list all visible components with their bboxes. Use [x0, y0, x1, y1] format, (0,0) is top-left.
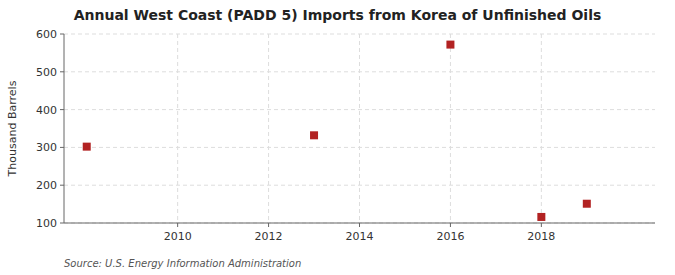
- x-tick-label: 2016: [436, 230, 464, 243]
- y-tick-label: 200: [36, 179, 57, 192]
- points: [83, 41, 591, 221]
- grid: [64, 34, 655, 223]
- y-tick: [60, 185, 64, 186]
- grid-line-x: [177, 34, 178, 223]
- x-tick-label: 2018: [527, 230, 555, 243]
- y-axis-label: Thousand Barrels: [6, 80, 19, 177]
- point: [446, 41, 454, 49]
- x-tick-label: 2010: [164, 230, 192, 243]
- point: [583, 200, 591, 208]
- grid-line-x: [359, 34, 360, 223]
- x-tick: [359, 223, 360, 227]
- chart-svg: Annual West Coast (PADD 5) Imports from …: [0, 0, 675, 275]
- y-tick-label: 500: [36, 66, 57, 79]
- x-tick-label: 2014: [346, 230, 374, 243]
- x-tick: [450, 223, 451, 227]
- grid-line-x: [268, 34, 269, 223]
- y-tick-label: 600: [36, 28, 57, 41]
- y-tick: [60, 223, 64, 224]
- point: [83, 143, 91, 151]
- y-tick: [60, 109, 64, 110]
- y-tick-label: 100: [36, 217, 57, 230]
- x-tick: [268, 223, 269, 227]
- x-tick: [541, 223, 542, 227]
- annotation: Source: U.S. Energy Information Administ…: [64, 258, 301, 269]
- grid-line-x: [450, 34, 451, 223]
- point: [537, 213, 545, 221]
- x-tick: [177, 223, 178, 227]
- point: [310, 131, 318, 139]
- chart-title: Annual West Coast (PADD 5) Imports from …: [74, 7, 602, 23]
- y-tick: [60, 147, 64, 148]
- grid-line-y: [64, 109, 655, 110]
- axes: 100 200 300 400 500 600 2010 2012 2014 2016 2018: [36, 28, 655, 243]
- y-axis-line: [64, 34, 65, 223]
- x-tick-label: 2012: [255, 230, 283, 243]
- y-tick-label: 300: [36, 141, 57, 154]
- y-tick: [60, 34, 64, 35]
- chart-container: Annual West Coast (PADD 5) Imports from …: [0, 0, 675, 275]
- grid-line-x: [541, 34, 542, 223]
- y-tick: [60, 71, 64, 72]
- y-tick-label: 400: [36, 104, 57, 117]
